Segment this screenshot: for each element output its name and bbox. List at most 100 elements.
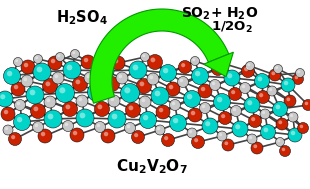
- Circle shape: [164, 136, 168, 140]
- Circle shape: [192, 67, 209, 84]
- Circle shape: [65, 105, 70, 109]
- Circle shape: [33, 63, 51, 81]
- Circle shape: [217, 97, 222, 102]
- Circle shape: [278, 120, 282, 124]
- Circle shape: [46, 98, 50, 102]
- Circle shape: [147, 73, 159, 85]
- Circle shape: [184, 91, 201, 108]
- Circle shape: [162, 133, 175, 146]
- Circle shape: [134, 133, 138, 137]
- Circle shape: [222, 61, 225, 64]
- Circle shape: [55, 84, 74, 102]
- Circle shape: [156, 105, 170, 119]
- Circle shape: [233, 108, 236, 111]
- Circle shape: [140, 53, 149, 61]
- Circle shape: [170, 115, 187, 132]
- Circle shape: [11, 135, 15, 139]
- Circle shape: [288, 128, 302, 142]
- Circle shape: [17, 117, 22, 122]
- Circle shape: [0, 91, 13, 107]
- Circle shape: [78, 97, 82, 101]
- Circle shape: [303, 99, 310, 111]
- Circle shape: [276, 138, 285, 146]
- Circle shape: [23, 77, 27, 81]
- Text: $\bf{1/2O_2}$: $\bf{1/2O_2}$: [211, 19, 253, 35]
- Circle shape: [98, 105, 102, 109]
- Circle shape: [192, 58, 195, 61]
- Circle shape: [5, 127, 8, 130]
- Circle shape: [65, 123, 68, 126]
- Circle shape: [241, 64, 255, 77]
- Circle shape: [273, 64, 282, 74]
- Circle shape: [214, 65, 218, 69]
- Circle shape: [1, 107, 15, 121]
- Circle shape: [247, 63, 250, 66]
- Circle shape: [63, 101, 78, 116]
- Circle shape: [290, 114, 293, 117]
- Circle shape: [33, 106, 38, 111]
- Circle shape: [298, 122, 308, 133]
- Circle shape: [141, 98, 145, 102]
- Circle shape: [125, 122, 135, 133]
- Circle shape: [269, 69, 281, 81]
- Circle shape: [21, 75, 33, 87]
- Circle shape: [275, 66, 278, 69]
- Circle shape: [42, 78, 57, 94]
- Circle shape: [35, 124, 38, 127]
- Circle shape: [256, 91, 269, 104]
- Circle shape: [178, 77, 188, 88]
- Circle shape: [288, 112, 298, 122]
- Circle shape: [276, 118, 288, 130]
- Circle shape: [232, 121, 248, 137]
- Circle shape: [251, 142, 263, 154]
- Circle shape: [14, 85, 18, 89]
- Circle shape: [160, 64, 176, 81]
- Circle shape: [259, 93, 263, 97]
- Circle shape: [293, 74, 303, 84]
- Circle shape: [148, 54, 162, 70]
- Circle shape: [295, 68, 304, 77]
- Circle shape: [3, 125, 13, 135]
- Circle shape: [169, 85, 173, 89]
- Circle shape: [231, 105, 241, 116]
- Circle shape: [297, 70, 300, 73]
- Circle shape: [126, 102, 140, 118]
- Circle shape: [142, 54, 145, 57]
- Circle shape: [15, 99, 25, 111]
- Circle shape: [24, 63, 28, 67]
- Circle shape: [84, 58, 88, 62]
- Circle shape: [136, 78, 152, 94]
- Circle shape: [284, 95, 296, 107]
- Circle shape: [21, 60, 35, 74]
- Circle shape: [251, 117, 255, 121]
- Circle shape: [76, 109, 94, 127]
- Circle shape: [91, 86, 97, 92]
- Circle shape: [189, 130, 192, 133]
- Circle shape: [97, 124, 100, 127]
- Circle shape: [97, 53, 100, 56]
- Text: $\bf{H_2SO_4}$: $\bf{H_2SO_4}$: [56, 9, 108, 27]
- Circle shape: [140, 81, 144, 86]
- Circle shape: [95, 51, 104, 60]
- Circle shape: [246, 61, 255, 70]
- Circle shape: [172, 102, 175, 105]
- Circle shape: [231, 90, 235, 94]
- Circle shape: [41, 132, 45, 136]
- Circle shape: [143, 115, 148, 120]
- Circle shape: [192, 136, 205, 149]
- Circle shape: [131, 130, 144, 143]
- Circle shape: [155, 91, 160, 96]
- Circle shape: [276, 105, 280, 109]
- Circle shape: [70, 128, 84, 142]
- Circle shape: [179, 60, 192, 74]
- Circle shape: [55, 53, 64, 61]
- Circle shape: [228, 88, 241, 101]
- Circle shape: [173, 118, 178, 123]
- Circle shape: [220, 60, 229, 68]
- Circle shape: [249, 115, 262, 128]
- Circle shape: [57, 54, 60, 57]
- Circle shape: [159, 108, 163, 112]
- Circle shape: [267, 86, 277, 96]
- Circle shape: [108, 95, 120, 107]
- Circle shape: [112, 114, 117, 119]
